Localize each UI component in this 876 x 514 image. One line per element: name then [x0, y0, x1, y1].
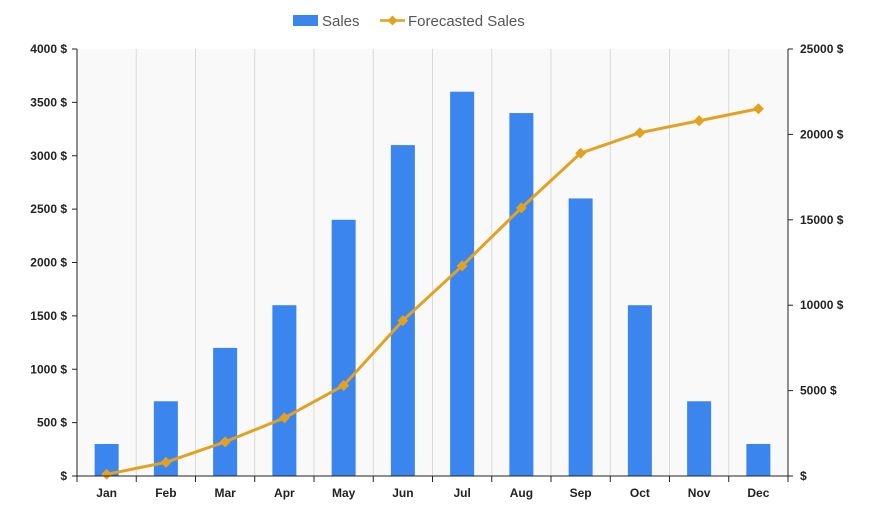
forecast-line [101, 103, 764, 480]
right-axis-tick-label: 5000 $ [800, 384, 837, 398]
forecast-marker-jun [397, 315, 409, 327]
sales-bar-dec [746, 443, 771, 476]
left-axis-tick-label: 2000 $ [30, 256, 67, 270]
legend-marker-forecast [387, 15, 398, 26]
left-axis-tick-label: $ [60, 469, 67, 483]
axes: $500 $ 1000 $ 1500 $ 2000 $ 2500 $ 3000 $ 3500… [30, 42, 843, 500]
x-axis-label-may: May [332, 486, 356, 500]
left-axis-tick-label: 4000 $ [30, 42, 67, 56]
x-axis-label-nov: Nov [688, 486, 711, 500]
forecast-marker-jul [456, 260, 468, 272]
x-axis-label-aug: Aug [510, 486, 533, 500]
forecast-marker-apr [278, 412, 290, 424]
right-axis-tick-label: 15000 $ [800, 213, 844, 227]
left-axis-tick-label: 3500 $ [30, 95, 67, 109]
forecast-marker-mar [219, 436, 231, 448]
x-axis-label-apr: Apr [274, 486, 295, 500]
left-axis-tick-label: 2500 $ [30, 202, 67, 216]
sales-bar-aug [509, 113, 534, 477]
left-axis-tick-label: 500 $ [37, 416, 67, 430]
legend-label-forecast: Forecasted Sales [408, 13, 525, 30]
forecast-marker-jan [101, 468, 113, 480]
forecast-marker-aug [515, 202, 527, 214]
legend-swatch-sales [293, 15, 318, 26]
forecast-marker-oct [634, 127, 646, 139]
sales-bar-sep [568, 198, 593, 476]
forecast-polyline [106, 107, 759, 476]
x-axis-label-sep: Sep [570, 486, 592, 500]
sales-bars [94, 91, 771, 477]
x-axis-label-mar: Mar [214, 486, 236, 500]
x-axis-label-feb: Feb [155, 486, 176, 500]
x-axis-label-dec: Dec [747, 486, 769, 500]
forecast-marker-may [338, 379, 350, 391]
sales-bar-jun [390, 145, 415, 476]
x-axis-label-jul: Jul [453, 486, 470, 500]
legend: Sales Forecasted Sales [293, 13, 525, 30]
sales-bar-mar [213, 347, 238, 476]
left-axis-tick-label: 1500 $ [30, 309, 67, 323]
left-axis-tick-label: 1000 $ [30, 362, 67, 376]
sales-bar-may [331, 219, 356, 477]
right-axis-tick-label: 20000 $ [800, 127, 844, 141]
gridlines [135, 49, 730, 476]
x-axis-label-oct: Oct [630, 486, 650, 500]
left-axis-tick-label: 3000 $ [30, 149, 67, 163]
right-axis-tick-label: 10000 $ [800, 298, 844, 312]
sales-bar-oct [627, 305, 652, 476]
sales-bar-nov [687, 401, 712, 476]
right-axis-tick-label: 25000 $ [800, 42, 844, 56]
forecast-marker-nov [693, 115, 705, 127]
forecast-marker-sep [575, 147, 587, 159]
x-axis-label-jun: Jun [392, 486, 413, 500]
sales-bar-jul [450, 91, 475, 476]
forecast-marker-dec [752, 103, 764, 115]
forecast-marker-feb [160, 456, 172, 468]
sales-bar-apr [272, 305, 297, 476]
legend-label-sales: Sales [322, 13, 360, 30]
x-axis-label-jan: Jan [96, 486, 117, 500]
right-axis-tick-label: $ [800, 469, 807, 483]
